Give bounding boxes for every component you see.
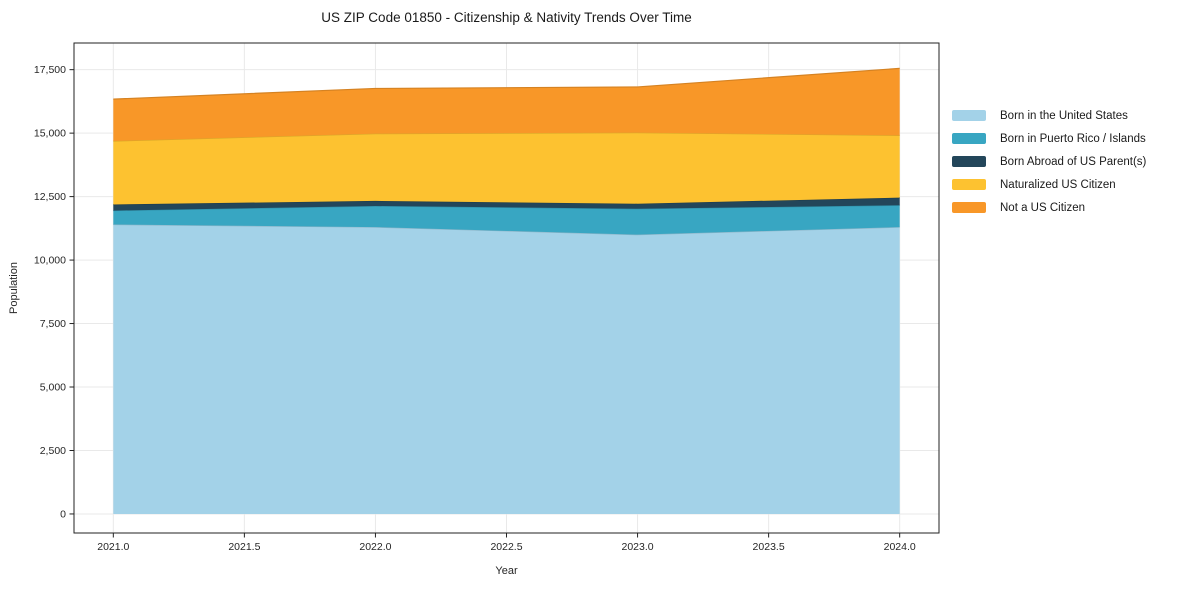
y-axis-label: Population [8,262,20,314]
legend-item-naturalized-us-citizen: Naturalized US Citizen [952,173,1146,196]
x-tick-label-2023.0: 2023.0 [621,541,653,553]
legend: Born in the United States Born in Puerto … [952,104,1146,219]
y-tick-label-7,500: 7,500 [40,318,66,330]
y-tick-label-0: 0 [60,508,66,520]
y-tick-label-2,500: 2,500 [40,445,66,457]
legend-label: Born Abroad of US Parent(s) [1000,155,1147,168]
legend-item-born-abroad-of-us-parent-s: Born Abroad of US Parent(s) [952,150,1146,173]
y-tick-label-10,000: 10,000 [34,255,66,267]
area-top-edge-not-a-us-citizen [113,67,900,100]
legend-label: Born in Puerto Rico / Islands [1000,132,1146,145]
y-tick-label-15,000: 15,000 [34,128,66,140]
legend-item-not-a-us-citizen: Not a US Citizen [952,196,1146,219]
x-axis-label: Year [495,565,518,577]
legend-label: Not a US Citizen [1000,201,1086,214]
area-born-in-the-united-states [113,224,900,514]
x-tick-label-2021.0: 2021.0 [97,541,129,553]
legend-swatch-icon [952,133,986,144]
legend-swatch-icon [952,202,986,213]
x-tick-label-2022.0: 2022.0 [359,541,391,553]
legend-label: Naturalized US Citizen [1000,178,1116,191]
x-tick-label-2021.5: 2021.5 [228,541,260,553]
legend-swatch-icon [952,156,986,167]
chart-title: US ZIP Code 01850 - Citizenship & Nativi… [321,10,692,25]
legend-swatch-icon [952,179,986,190]
legend-swatch-icon [952,110,986,121]
area-naturalized-us-citizen [113,132,900,205]
x-tick-label-2024.0: 2024.0 [884,541,916,553]
legend-item-born-in-the-united-states: Born in the United States [952,104,1146,127]
x-tick-label-2023.5: 2023.5 [753,541,785,553]
y-tick-label-17,500: 17,500 [34,64,66,76]
legend-item-born-in-puerto-rico-islands: Born in Puerto Rico / Islands [952,127,1146,150]
y-tick-label-5,000: 5,000 [40,382,66,394]
area-born-in-puerto-rico-islands [113,205,900,235]
y-tick-label-12,500: 12,500 [34,191,66,203]
area-born-abroad-of-us-parent-s [113,197,900,211]
area-not-a-us-citizen [113,68,900,141]
legend-label: Born in the United States [1000,109,1128,122]
x-tick-label-2022.5: 2022.5 [490,541,522,553]
